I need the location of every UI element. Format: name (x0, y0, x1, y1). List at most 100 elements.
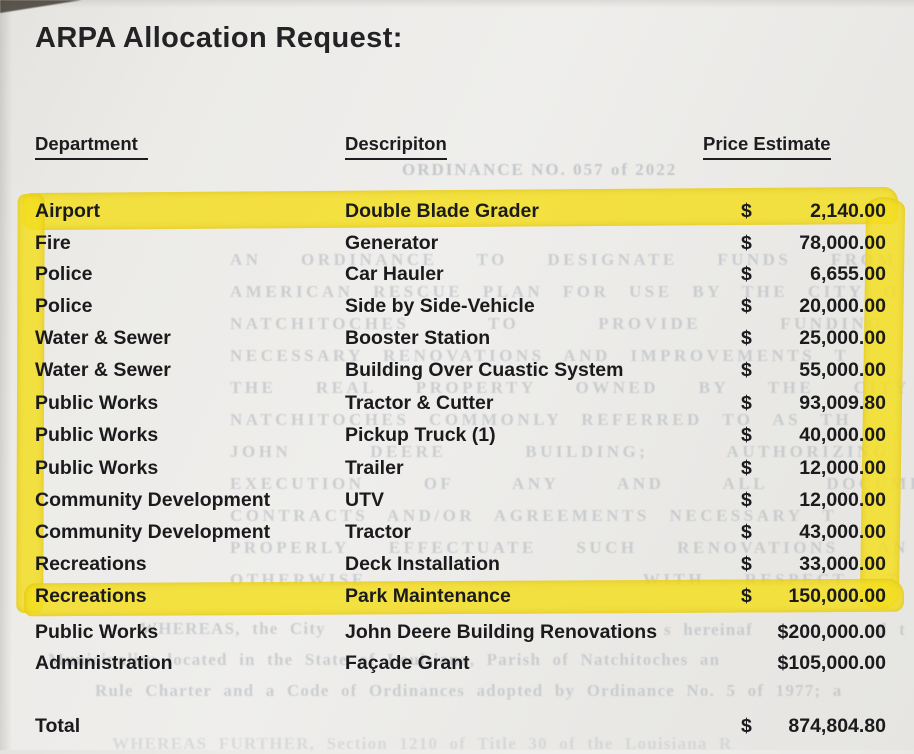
currency-cell: $ (741, 327, 752, 349)
total-currency-cell: $ (741, 715, 752, 737)
department-cell: Administration (35, 652, 173, 674)
bleed-text-line: NATCHITOCHES COMMONLY REFERRED TO AS TH (230, 410, 853, 429)
currency-cell: $ (741, 585, 752, 607)
description-cell: Car Hauler (345, 263, 444, 285)
bleed-text-line: NECESSARY RENOVATIONS AND IMPROVEMENTS T (230, 346, 850, 365)
amount-cell: 25,000.00 (799, 327, 886, 349)
description-cell: UTV (345, 489, 384, 511)
amount-cell: 12,000.00 (799, 457, 886, 479)
currency-cell: $ (741, 232, 752, 254)
amount-cell: $105,000.00 (777, 652, 886, 674)
table-row: Public Works Tractor & Cutter $ 93,009.8… (0, 392, 914, 416)
department-cell: Fire (35, 232, 71, 254)
table-row: Public Works Pickup Truck (1) $ 40,000.0… (0, 424, 914, 448)
description-cell: Side by Side-Vehicle (345, 295, 535, 317)
department-cell: Public Works (35, 621, 159, 643)
amount-cell: 55,000.00 (799, 359, 886, 381)
description-cell: Tractor & Cutter (345, 392, 494, 414)
amount-cell: 150,000.00 (788, 585, 886, 607)
total-amount-cell: 874,804.80 (788, 715, 886, 737)
currency-cell: $ (741, 553, 752, 575)
description-cell: Pickup Truck (1) (345, 424, 496, 446)
amount-cell: $200,000.00 (777, 621, 886, 643)
description-cell: Building Over Cuastic System (345, 359, 624, 381)
description-cell: Booster Station (345, 327, 491, 349)
bleed-text-fragment: s hereinaf (664, 620, 753, 639)
column-header-description: Descripiton (345, 133, 447, 160)
currency-cell: $ (741, 295, 752, 317)
department-cell: Community Development (35, 489, 271, 511)
table-row: Public Works John Deere Building Renovat… (0, 621, 914, 645)
currency-cell: $ (741, 424, 752, 446)
department-cell: Water & Sewer (35, 359, 171, 381)
table-row: Water & Sewer Building Over Cuastic Syst… (0, 359, 914, 383)
department-cell: Police (35, 295, 93, 317)
table-row: Fire Generator $ 78,000.00 (0, 232, 914, 256)
description-cell: Façade Grant (345, 652, 470, 674)
scan-edge-shade-top (0, 0, 914, 8)
department-cell: Recreations (35, 553, 147, 575)
description-cell: Double Blade Grader (345, 200, 539, 222)
description-cell: John Deere Building Renovations (345, 621, 658, 643)
currency-cell: $ (741, 263, 752, 285)
total-label: Total (35, 715, 81, 737)
department-cell: Police (35, 263, 93, 285)
bleed-text-fragment: d t (877, 620, 906, 639)
amount-cell: 20,000.00 (799, 295, 886, 317)
bleed-text-line: AMERICAN RESCUE PLAN FOR USE BY THE CITY… (230, 282, 901, 301)
currency-cell: $ (741, 392, 752, 414)
table-row: Airport Double Blade Grader $ 2,140.00 (0, 200, 914, 224)
amount-cell: 40,000.00 (799, 424, 886, 446)
description-cell: Tractor (345, 521, 412, 543)
department-cell: Airport (35, 200, 100, 222)
currency-cell: $ (741, 489, 752, 511)
currency-cell: $ (741, 457, 752, 479)
table-row: Community Development UTV $ 12,000.00 (0, 489, 914, 513)
bleed-text-fragment: Rule Charter and a Code of Ordinances ad… (95, 681, 843, 700)
table-row: Public Works Trailer $ 12,000.00 (0, 457, 914, 481)
department-cell: Public Works (35, 424, 159, 446)
description-cell: Park Maintenance (345, 585, 511, 607)
description-cell: Generator (345, 232, 439, 254)
amount-cell: 43,000.00 (799, 521, 886, 543)
bleed-text-line: CONTRACTS AND/OR AGREEMENTS NECESSARY T (230, 506, 838, 525)
bleed-text-line: PROPERLY EFFECTUATE SUCH RENOVATIONS AN (230, 538, 909, 557)
column-header-department: Department (35, 133, 148, 160)
bleed-text-line: JOHN DEERE BUILDING; AUTHORIZING TH (230, 442, 890, 461)
amount-cell: 78,000.00 (799, 232, 886, 254)
amount-cell: 33,000.00 (799, 553, 886, 575)
amount-cell: 6,655.00 (810, 263, 886, 285)
description-cell: Deck Installation (345, 553, 500, 575)
currency-cell: $ (741, 359, 752, 381)
bleed-text-line: NATCHITOCHES TO PROVIDE FUNDING FO (230, 314, 884, 333)
scan-edge-shade-left (0, 0, 12, 750)
table-row: Water & Sewer Booster Station $ 25,000.0… (0, 327, 914, 351)
bleed-ordinance-heading: ORDINANCE NO. 057 of 2022 (402, 160, 678, 179)
department-cell: Water & Sewer (35, 327, 171, 349)
column-header-price-estimate: Price Estimate (703, 133, 831, 160)
table-row: Recreations Park Maintenance $ 150,000.0… (0, 585, 914, 609)
bleed-text-fragment: Municipality located in the State of Lou… (48, 650, 721, 669)
scan-corner-shadow (0, 0, 82, 13)
table-row: Community Development Tractor $ 43,000.0… (0, 521, 914, 545)
table-row: Police Car Hauler $ 6,655.00 (0, 263, 914, 287)
amount-cell: 2,140.00 (810, 200, 886, 222)
department-cell: Recreations (35, 585, 147, 607)
document-title: ARPA Allocation Request: (35, 22, 403, 54)
table-row: Administration Façade Grant $105,000.00 (0, 652, 914, 676)
table-row: Police Side by Side-Vehicle $ 20,000.00 (0, 295, 914, 319)
department-cell: Public Works (35, 392, 159, 414)
amount-cell: 93,009.80 (799, 392, 886, 414)
description-cell: Trailer (345, 457, 404, 479)
bleed-text-fragment: WHEREAS, the City (140, 619, 326, 638)
amount-cell: 12,000.00 (799, 489, 886, 511)
department-cell: Community Development (35, 521, 271, 543)
currency-cell: $ (741, 200, 752, 222)
currency-cell: $ (741, 521, 752, 543)
table-row: Recreations Deck Installation $ 33,000.0… (0, 553, 914, 577)
department-cell: Public Works (35, 457, 159, 479)
total-row: Total $ 874,804.80 (0, 715, 914, 739)
bleed-text-fragment: WHEREAS FURTHER, Section 1210 of Title 3… (112, 734, 733, 753)
